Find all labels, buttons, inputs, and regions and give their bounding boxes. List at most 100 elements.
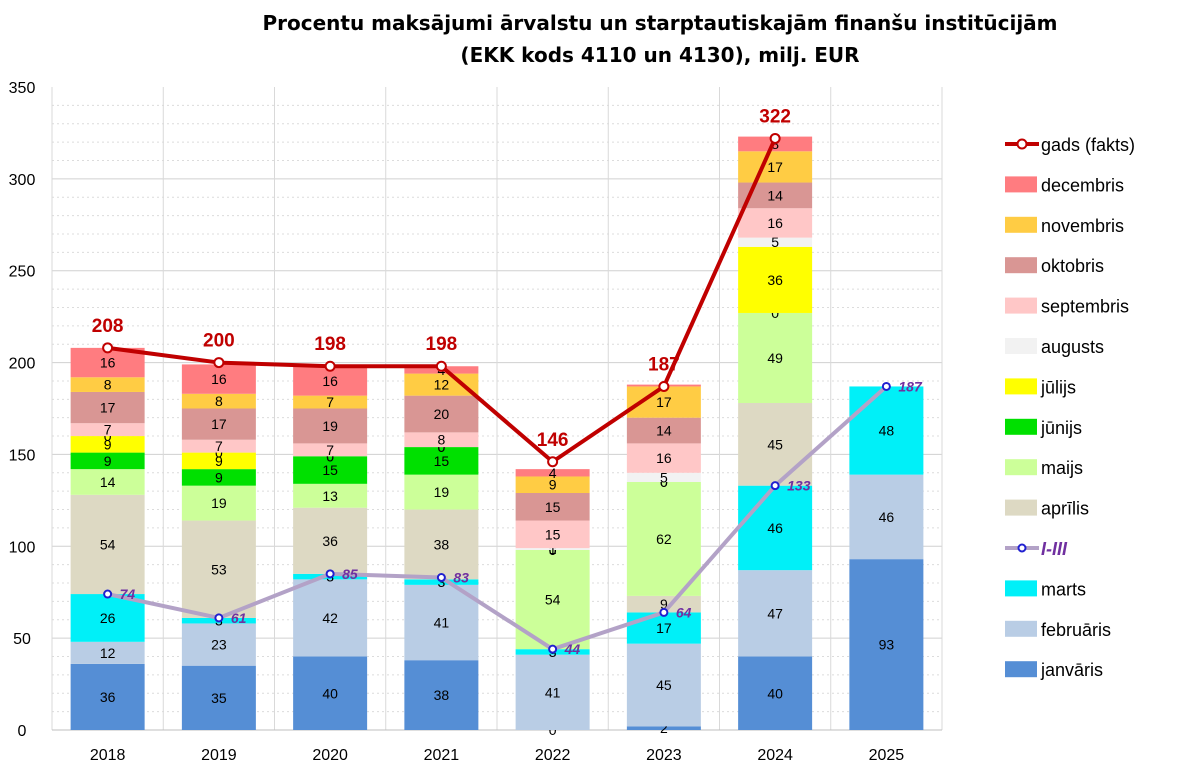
gads-value-label: 322 bbox=[759, 106, 791, 127]
bar-segment bbox=[849, 474, 924, 560]
bar-value-label: 7 bbox=[215, 438, 223, 454]
legend-label: septembris bbox=[1041, 297, 1129, 317]
bar-value-label: 9 bbox=[104, 453, 112, 469]
bar-value-label: 41 bbox=[545, 684, 561, 700]
bar-value-label: 0 bbox=[660, 474, 668, 490]
bar-value-label: 35 bbox=[211, 690, 227, 706]
bar-segment bbox=[738, 208, 813, 238]
bar-segment bbox=[515, 476, 590, 494]
legend-swatch bbox=[1005, 338, 1037, 354]
bar-value-label: 0 bbox=[326, 448, 334, 464]
bar-value-label: 1 bbox=[549, 541, 557, 557]
legend-label: gads (fakts) bbox=[1041, 135, 1135, 155]
bar-segment bbox=[70, 494, 145, 595]
legend-label: februāris bbox=[1041, 620, 1111, 640]
bar-segment bbox=[626, 443, 701, 473]
bar-value-label: 13 bbox=[322, 488, 338, 504]
bar-value-label: 17 bbox=[656, 394, 672, 410]
bar-value-label: 15 bbox=[545, 526, 561, 542]
bar-segment bbox=[738, 570, 813, 657]
bar-value-label: 45 bbox=[767, 436, 783, 452]
bar-segment bbox=[515, 548, 590, 550]
bar-segment bbox=[70, 423, 145, 437]
bar-segment bbox=[849, 559, 924, 730]
bar-value-label: 16 bbox=[656, 450, 672, 466]
legend-label: jūnijs bbox=[1040, 418, 1082, 438]
bar-value-label: 7 bbox=[326, 442, 334, 458]
x-tick-label: 2020 bbox=[312, 747, 348, 764]
I-III-value-label: 83 bbox=[453, 570, 469, 586]
bar-value-label: 9 bbox=[549, 477, 557, 493]
bar-value-label: 4 bbox=[549, 465, 557, 481]
bar-value-label: 14 bbox=[100, 474, 116, 490]
bar-value-label: 23 bbox=[211, 637, 227, 653]
I-III-value-label: 61 bbox=[231, 610, 247, 626]
bar-segment bbox=[181, 665, 256, 730]
I-III-value-label: 187 bbox=[898, 378, 923, 394]
bar-segment bbox=[849, 386, 924, 475]
bar-value-label: 5 bbox=[771, 234, 779, 250]
gads-value-label: 198 bbox=[426, 334, 458, 355]
y-tick-label: 150 bbox=[9, 447, 36, 464]
y-tick-label: 50 bbox=[13, 631, 31, 648]
bar-segment bbox=[515, 654, 590, 730]
bar-value-label: 49 bbox=[767, 350, 783, 366]
bar-segment bbox=[70, 391, 145, 424]
bar-segment bbox=[70, 641, 145, 664]
bar-segment bbox=[70, 594, 145, 642]
bar-value-label: 46 bbox=[879, 509, 895, 525]
I-III-value-label: 133 bbox=[787, 478, 811, 494]
bar-value-label: 19 bbox=[211, 495, 227, 511]
series-point-I-III bbox=[325, 569, 335, 579]
gads-value-label: 200 bbox=[203, 331, 235, 352]
bar-segment bbox=[70, 469, 145, 495]
series-point-gads bbox=[324, 360, 336, 372]
bar-value-label: 12 bbox=[100, 645, 116, 661]
bar-segment bbox=[738, 656, 813, 730]
bar-value-label: 14 bbox=[656, 423, 672, 439]
legend-label: janvāris bbox=[1040, 660, 1103, 680]
bars: 3612265414990717816352335319990717816404… bbox=[70, 136, 924, 738]
y-tick-label: 300 bbox=[9, 172, 36, 189]
series-point-gads bbox=[435, 360, 447, 372]
bar-segment bbox=[738, 136, 813, 152]
bar-value-label: 9 bbox=[660, 596, 668, 612]
bar-segment bbox=[738, 402, 813, 486]
bar-value-label: 38 bbox=[434, 536, 450, 552]
bar-value-label: 7 bbox=[326, 394, 334, 410]
gads-value-label: 208 bbox=[92, 316, 124, 337]
series-point-gads bbox=[769, 132, 781, 144]
legend-label: jūlijs bbox=[1040, 377, 1076, 397]
bar-value-label: 93 bbox=[879, 637, 895, 653]
bar-segment bbox=[70, 377, 145, 392]
x-axis: 2018 2019 2020 2021 2022 2023 2024 2025 bbox=[90, 747, 904, 764]
bar-segment bbox=[515, 493, 590, 521]
bar-segment bbox=[404, 474, 479, 510]
bar-value-label: 8 bbox=[104, 377, 112, 393]
bar-segment bbox=[738, 485, 813, 571]
bar-value-label: 9 bbox=[215, 453, 223, 469]
x-tick-label: 2025 bbox=[869, 747, 905, 764]
series-point-I-III bbox=[770, 481, 780, 491]
bar-value-label: 54 bbox=[545, 592, 561, 608]
legend-label: marts bbox=[1041, 579, 1086, 599]
bar-segment bbox=[293, 456, 368, 484]
bar-value-label: 19 bbox=[322, 418, 338, 434]
bar-segment bbox=[626, 481, 701, 596]
legend: gads (fakts) decembris novembris oktobris se… bbox=[1005, 135, 1135, 680]
bar-segment bbox=[738, 237, 813, 247]
bar-segment bbox=[515, 520, 590, 549]
bar-segment bbox=[181, 452, 256, 470]
bar-value-label: 16 bbox=[322, 373, 338, 389]
legend-marker bbox=[1017, 543, 1027, 553]
bar-segment bbox=[404, 447, 479, 475]
bar-segment bbox=[181, 408, 256, 440]
bar-value-label: 36 bbox=[767, 272, 783, 288]
bar-value-label: 42 bbox=[322, 610, 338, 626]
legend-label: decembris bbox=[1041, 175, 1124, 195]
x-tick-label: 2023 bbox=[646, 747, 682, 764]
bar-value-label: 48 bbox=[879, 423, 895, 439]
bar-value-label: 54 bbox=[100, 536, 116, 552]
bar-value-label: 46 bbox=[767, 520, 783, 536]
